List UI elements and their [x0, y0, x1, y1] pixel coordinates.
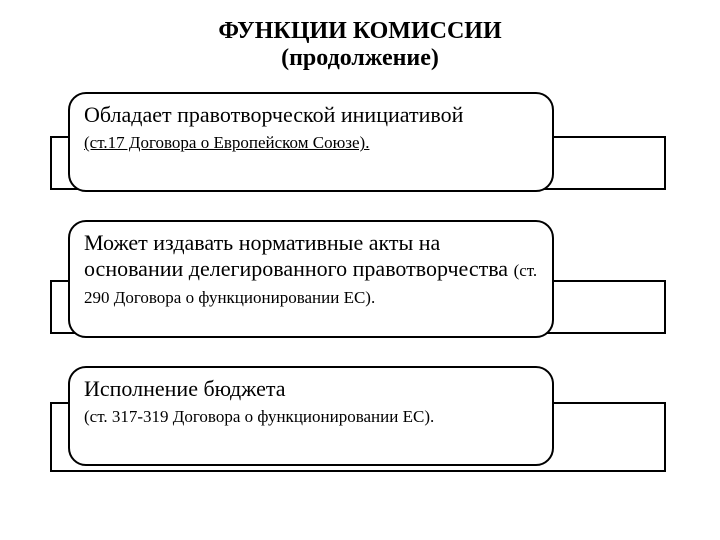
item-ref-3: (ст. 317-319 Договора о функционировании… — [84, 406, 538, 428]
items-container: Обладает правотворческой инициативой (ст… — [0, 82, 720, 466]
item-main-1: Обладает правотворческой инициативой — [84, 102, 538, 128]
front-box-3: Исполнение бюджета (ст. 317-319 Договора… — [68, 366, 554, 466]
page-title: ФУНКЦИИ КОМИССИИ (продолжение) — [0, 0, 720, 82]
item-group-3: Исполнение бюджета (ст. 317-319 Договора… — [50, 366, 670, 466]
title-line-1: ФУНКЦИИ КОМИССИИ — [0, 18, 720, 45]
item-group-1: Обладает правотворческой инициативой (ст… — [50, 92, 670, 192]
item-main-3: Исполнение бюджета — [84, 376, 538, 402]
front-box-1: Обладает правотворческой инициативой (ст… — [68, 92, 554, 192]
title-line-2: (продолжение) — [0, 45, 720, 72]
item-main-2: Может издавать нормативные акты на основ… — [84, 230, 538, 309]
front-box-2: Может издавать нормативные акты на основ… — [68, 220, 554, 338]
item-ref-1: (ст.17 Договора о Европейском Союзе). — [84, 132, 538, 154]
item-group-2: Может издавать нормативные акты на основ… — [50, 220, 670, 338]
